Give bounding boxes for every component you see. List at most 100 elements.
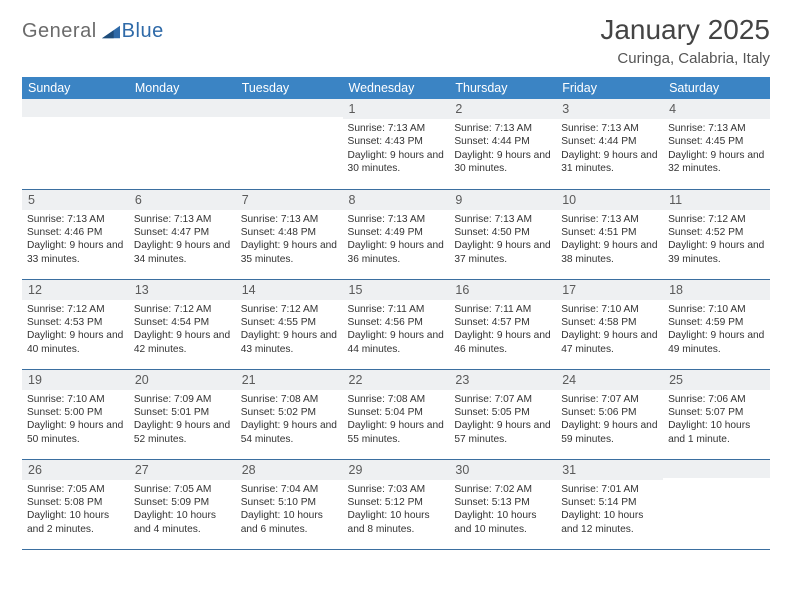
sunset-text: Sunset: 4:44 PM xyxy=(454,135,551,148)
logo-word-2: Blue xyxy=(122,20,164,43)
day-details: Sunrise: 7:13 AMSunset: 4:44 PMDaylight:… xyxy=(556,119,663,180)
sunrise-text: Sunrise: 7:13 AM xyxy=(134,213,231,226)
sunrise-text: Sunrise: 7:13 AM xyxy=(348,122,445,135)
day-details: Sunrise: 7:05 AMSunset: 5:09 PMDaylight:… xyxy=(129,480,236,541)
day-details: Sunrise: 7:11 AMSunset: 4:57 PMDaylight:… xyxy=(449,300,556,361)
sunrise-text: Sunrise: 7:10 AM xyxy=(27,393,124,406)
logo-triangle-icon xyxy=(102,25,120,39)
calendar-day-cell: 6Sunrise: 7:13 AMSunset: 4:47 PMDaylight… xyxy=(129,189,236,279)
sunrise-text: Sunrise: 7:12 AM xyxy=(668,213,765,226)
header: General Blue January 2025 Curinga, Calab… xyxy=(22,14,770,67)
day-number: 15 xyxy=(343,280,450,300)
calendar-day-cell: 27Sunrise: 7:05 AMSunset: 5:09 PMDayligh… xyxy=(129,459,236,549)
day-number: 5 xyxy=(22,190,129,210)
day-details: Sunrise: 7:11 AMSunset: 4:56 PMDaylight:… xyxy=(343,300,450,361)
daylight-text: Daylight: 9 hours and 55 minutes. xyxy=(348,419,445,446)
sunrise-text: Sunrise: 7:13 AM xyxy=(454,122,551,135)
daylight-text: Daylight: 9 hours and 39 minutes. xyxy=(668,239,765,266)
sunrise-text: Sunrise: 7:11 AM xyxy=(348,303,445,316)
daylight-text: Daylight: 10 hours and 12 minutes. xyxy=(561,509,658,536)
day-details: Sunrise: 7:13 AMSunset: 4:45 PMDaylight:… xyxy=(663,119,770,180)
sunrise-text: Sunrise: 7:08 AM xyxy=(241,393,338,406)
daylight-text: Daylight: 9 hours and 49 minutes. xyxy=(668,329,765,356)
day-details: Sunrise: 7:13 AMSunset: 4:44 PMDaylight:… xyxy=(449,119,556,180)
sunset-text: Sunset: 4:47 PM xyxy=(134,226,231,239)
sunrise-text: Sunrise: 7:07 AM xyxy=(454,393,551,406)
calendar-day-cell xyxy=(129,99,236,189)
sunset-text: Sunset: 4:52 PM xyxy=(668,226,765,239)
day-details: Sunrise: 7:12 AMSunset: 4:52 PMDaylight:… xyxy=(663,210,770,271)
sunrise-text: Sunrise: 7:13 AM xyxy=(668,122,765,135)
day-number: 23 xyxy=(449,370,556,390)
day-details: Sunrise: 7:08 AMSunset: 5:04 PMDaylight:… xyxy=(343,390,450,451)
calendar-day-cell: 13Sunrise: 7:12 AMSunset: 4:54 PMDayligh… xyxy=(129,279,236,369)
sunset-text: Sunset: 4:56 PM xyxy=(348,316,445,329)
calendar-day-cell: 1Sunrise: 7:13 AMSunset: 4:43 PMDaylight… xyxy=(343,99,450,189)
calendar-day-cell: 23Sunrise: 7:07 AMSunset: 5:05 PMDayligh… xyxy=(449,369,556,459)
day-number: 17 xyxy=(556,280,663,300)
day-number: 20 xyxy=(129,370,236,390)
calendar-page: General Blue January 2025 Curinga, Calab… xyxy=(0,0,792,564)
weekday-header: Tuesday xyxy=(236,77,343,99)
sunset-text: Sunset: 4:48 PM xyxy=(241,226,338,239)
calendar-table: SundayMondayTuesdayWednesdayThursdayFrid… xyxy=(22,77,770,550)
sunrise-text: Sunrise: 7:07 AM xyxy=(561,393,658,406)
weekday-header: Friday xyxy=(556,77,663,99)
daylight-text: Daylight: 9 hours and 37 minutes. xyxy=(454,239,551,266)
calendar-week-row: 26Sunrise: 7:05 AMSunset: 5:08 PMDayligh… xyxy=(22,459,770,549)
day-details: Sunrise: 7:08 AMSunset: 5:02 PMDaylight:… xyxy=(236,390,343,451)
calendar-week-row: 5Sunrise: 7:13 AMSunset: 4:46 PMDaylight… xyxy=(22,189,770,279)
day-details: Sunrise: 7:13 AMSunset: 4:47 PMDaylight:… xyxy=(129,210,236,271)
sunrise-text: Sunrise: 7:12 AM xyxy=(134,303,231,316)
calendar-day-cell: 20Sunrise: 7:09 AMSunset: 5:01 PMDayligh… xyxy=(129,369,236,459)
day-number: 21 xyxy=(236,370,343,390)
day-details: Sunrise: 7:04 AMSunset: 5:10 PMDaylight:… xyxy=(236,480,343,541)
day-number: 26 xyxy=(22,460,129,480)
day-number xyxy=(236,99,343,117)
day-number: 6 xyxy=(129,190,236,210)
sunrise-text: Sunrise: 7:03 AM xyxy=(348,483,445,496)
sunset-text: Sunset: 5:01 PM xyxy=(134,406,231,419)
calendar-day-cell xyxy=(236,99,343,189)
day-details: Sunrise: 7:09 AMSunset: 5:01 PMDaylight:… xyxy=(129,390,236,451)
sunset-text: Sunset: 4:49 PM xyxy=(348,226,445,239)
calendar-day-cell: 3Sunrise: 7:13 AMSunset: 4:44 PMDaylight… xyxy=(556,99,663,189)
sunrise-text: Sunrise: 7:13 AM xyxy=(454,213,551,226)
sunset-text: Sunset: 5:12 PM xyxy=(348,496,445,509)
day-details: Sunrise: 7:12 AMSunset: 4:53 PMDaylight:… xyxy=(22,300,129,361)
daylight-text: Daylight: 10 hours and 4 minutes. xyxy=(134,509,231,536)
sunset-text: Sunset: 5:10 PM xyxy=(241,496,338,509)
daylight-text: Daylight: 9 hours and 38 minutes. xyxy=(561,239,658,266)
day-details: Sunrise: 7:13 AMSunset: 4:48 PMDaylight:… xyxy=(236,210,343,271)
daylight-text: Daylight: 10 hours and 10 minutes. xyxy=(454,509,551,536)
calendar-head: SundayMondayTuesdayWednesdayThursdayFrid… xyxy=(22,77,770,99)
daylight-text: Daylight: 10 hours and 6 minutes. xyxy=(241,509,338,536)
calendar-day-cell xyxy=(22,99,129,189)
sunrise-text: Sunrise: 7:13 AM xyxy=(241,213,338,226)
sunrise-text: Sunrise: 7:06 AM xyxy=(668,393,765,406)
calendar-day-cell: 8Sunrise: 7:13 AMSunset: 4:49 PMDaylight… xyxy=(343,189,450,279)
calendar-day-cell: 11Sunrise: 7:12 AMSunset: 4:52 PMDayligh… xyxy=(663,189,770,279)
weekday-row: SundayMondayTuesdayWednesdayThursdayFrid… xyxy=(22,77,770,99)
sunrise-text: Sunrise: 7:10 AM xyxy=(561,303,658,316)
day-number: 3 xyxy=(556,99,663,119)
sunrise-text: Sunrise: 7:01 AM xyxy=(561,483,658,496)
title-block: January 2025 Curinga, Calabria, Italy xyxy=(600,14,770,67)
day-number: 29 xyxy=(343,460,450,480)
day-number: 7 xyxy=(236,190,343,210)
sunset-text: Sunset: 5:06 PM xyxy=(561,406,658,419)
daylight-text: Daylight: 9 hours and 59 minutes. xyxy=(561,419,658,446)
daylight-text: Daylight: 9 hours and 52 minutes. xyxy=(134,419,231,446)
daylight-text: Daylight: 9 hours and 46 minutes. xyxy=(454,329,551,356)
sunset-text: Sunset: 5:05 PM xyxy=(454,406,551,419)
calendar-day-cell: 31Sunrise: 7:01 AMSunset: 5:14 PMDayligh… xyxy=(556,459,663,549)
day-number xyxy=(663,460,770,478)
day-details: Sunrise: 7:07 AMSunset: 5:05 PMDaylight:… xyxy=(449,390,556,451)
sunset-text: Sunset: 4:43 PM xyxy=(348,135,445,148)
day-number: 27 xyxy=(129,460,236,480)
sunset-text: Sunset: 4:45 PM xyxy=(668,135,765,148)
sunrise-text: Sunrise: 7:13 AM xyxy=(27,213,124,226)
daylight-text: Daylight: 9 hours and 32 minutes. xyxy=(668,149,765,176)
sunset-text: Sunset: 5:04 PM xyxy=(348,406,445,419)
weekday-header: Monday xyxy=(129,77,236,99)
